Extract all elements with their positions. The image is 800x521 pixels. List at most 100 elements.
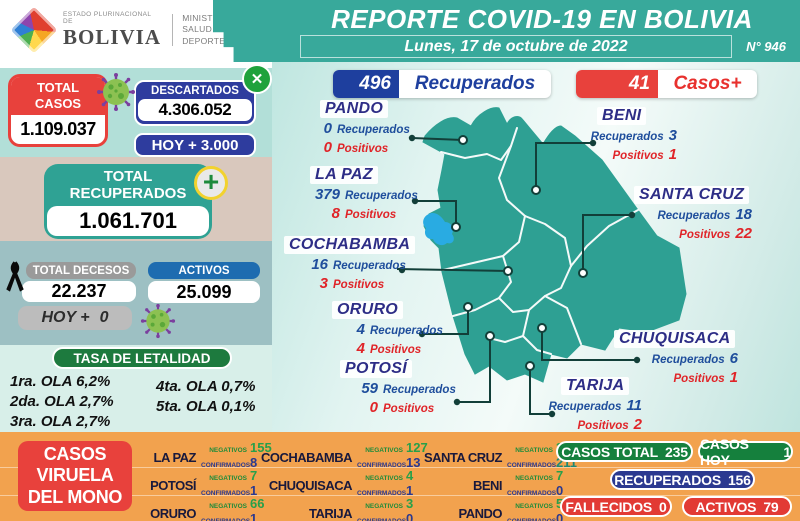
positive-word: Positivos [679, 229, 731, 241]
recovered-word: Recuperados [333, 260, 406, 272]
monkeypox-row-beni: BENI NEGATIVOS 7 CONFIRMADOS 0 [420, 469, 564, 500]
report-number: N° 946 [746, 39, 786, 54]
row-separator [0, 495, 800, 496]
map-label-cochabamba: COCHABAMBA 16 Recuperados 3 Positivos [284, 236, 416, 295]
bolivia-map [396, 107, 687, 418]
total-cases-label-line2: CASOS [34, 95, 82, 111]
recovered-word: Recuperados [651, 354, 725, 366]
department-name: LA PAZ [153, 449, 197, 465]
positive-count: 1 [668, 146, 677, 163]
recovered-count: 59 [361, 380, 378, 397]
lethality-wave-4: 4ta. OLA 0,7% [156, 378, 256, 395]
department-name: POTOSÍ [340, 360, 412, 378]
department-name: CHUQUISACA [614, 330, 736, 348]
confirmados-value: 13 [406, 455, 421, 470]
positive-word: Positivos [612, 150, 664, 162]
plus-circle-icon [194, 166, 228, 200]
confirmados-label: CONFIRMADOS [507, 516, 556, 521]
confirmados-value: 1 [250, 511, 258, 521]
report-date: Lunes, 17 de octubre de 2022 [300, 35, 732, 58]
map-dot-potosi [485, 331, 495, 341]
label-connectors [396, 137, 637, 415]
lethality-column-1: 1ra. OLA 6,2% 2da. OLA 2,7% 3ra. OLA 2,7… [10, 372, 114, 432]
positive-count: 8 [331, 205, 340, 222]
pill-label: RECUPERADOS [614, 471, 721, 488]
department-borders [440, 127, 639, 355]
monkeypox-cases-today-pill: CASOS HOY 1 [698, 436, 793, 468]
logo-text: ESTADO PLURINACIONAL DE BOLIVIA [62, 11, 163, 49]
negativos-value: 7 [250, 468, 258, 483]
pill-value: 0 [659, 498, 667, 515]
pill-value: 79 [763, 498, 779, 515]
logo-estado-text: ESTADO PLURINACIONAL DE [62, 11, 152, 25]
map-dot-tarija [525, 361, 535, 371]
monkeypox-recovered-pill: RECUPERADOS 156 [610, 469, 755, 490]
pill-value: 1 [783, 443, 791, 460]
active-cases-value: 25.099 [148, 281, 260, 303]
recovered-word: Recuperados [345, 190, 418, 202]
negativos-label: NEGATIVOS [209, 447, 247, 454]
map-label-santa-cruz: SANTA CRUZ 18 Recuperados 22 Positivos [630, 186, 752, 245]
map-dot-chuquisaca [537, 323, 547, 333]
monkeypox-deaths-pill: FALLECIDOS 0 [560, 496, 672, 517]
mourning-ribbon-icon [6, 261, 24, 292]
department-name: ORURO [332, 301, 404, 319]
confirmados-value: 0 [406, 511, 414, 521]
positive-count: 22 [735, 225, 752, 242]
monkeypox-title-line1: CASOS [43, 444, 107, 465]
positive-word: Positivos [370, 344, 422, 356]
x-circle-icon [242, 64, 272, 94]
confirmados-value: 0 [556, 483, 564, 498]
monkeypox-row-cochabamba: COCHABAMBA NEGATIVOS 127 CONFIRMADOS 13 [256, 440, 428, 472]
virus-icon [97, 73, 135, 111]
lethality-rate-title: TASA DE LETALIDAD [52, 347, 232, 369]
recovered-count: 4 [356, 321, 365, 338]
recovered-count: 16 [311, 256, 328, 273]
recovered-count: 18 [735, 206, 752, 223]
confirmados-value: 8 [250, 455, 258, 470]
confirmados-value: 1 [250, 483, 258, 498]
department-name: POTOSÍ [150, 477, 196, 493]
report-title: REPORTE COVID-19 EN BOLIVIA [331, 4, 753, 34]
map-label-oruro: ORURO 4 Recuperados 4 Positivos [316, 301, 443, 360]
recovered-summary-box: 496 Recuperados [333, 70, 551, 98]
confirmados-label: CONFIRMADOS [507, 490, 557, 497]
negativos-value: 127 [406, 440, 428, 455]
monkeypox-row-la-paz: LA PAZ NEGATIVOS 155 CONFIRMADOS 8 [140, 441, 272, 472]
map-label-la-paz: LA PAZ 379 Recuperados 8 Positivos [300, 166, 418, 225]
pill-label: FALLECIDOS [565, 498, 653, 515]
negativos-label: NEGATIVOS [515, 447, 553, 454]
confirmados-label: CONFIRMADOS [201, 462, 251, 469]
positive-count: 0 [323, 139, 332, 156]
department-name: LA PAZ [310, 166, 378, 184]
total-recovered-label: TOTAL RECUPERADOS [44, 164, 212, 206]
discarded-today: HOY + 3.000 [134, 133, 256, 157]
discarded-box: DESCARTADOS 4.306.052 [134, 80, 256, 126]
confirmados-label: CONFIRMADOS [357, 516, 406, 521]
logo-country-text: BOLIVIA [62, 25, 162, 49]
total-cases-box: TOTAL CASOS 1.109.037 [8, 74, 108, 148]
department-name: SANTA CRUZ [423, 449, 503, 465]
pill-label: CASOS TOTAL [561, 443, 659, 460]
negativos-label: NEGATIVOS [209, 475, 247, 482]
map-dot-pando [458, 135, 468, 145]
department-name: SANTA CRUZ [634, 186, 750, 204]
lethality-column-2: 4ta. OLA 0,7% 5ta. OLA 0,1% [156, 377, 255, 417]
recovered-count: 6 [729, 350, 738, 367]
department-name: BENI [472, 477, 503, 493]
lake-titicaca [423, 212, 454, 246]
total-cases-label: TOTAL CASOS [11, 77, 105, 116]
confirmados-label: CONFIRMADOS [357, 490, 407, 497]
total-recovered-box: TOTAL RECUPERADOS 1.061.701 [44, 164, 212, 239]
map-dot-santa-cruz [578, 268, 588, 278]
ministry-line2: SALUD Y DEPORTES [182, 24, 232, 46]
recovered-word: Recuperados [370, 325, 443, 337]
pill-value: 156 [727, 471, 751, 488]
recovered-count: 3 [668, 127, 677, 144]
recovered-count: 0 [323, 120, 332, 137]
connector-end-dots [398, 134, 641, 418]
lethality-wave-1: 1ra. OLA 6,2% [10, 373, 111, 390]
department-name: COCHABAMBA [260, 449, 353, 465]
